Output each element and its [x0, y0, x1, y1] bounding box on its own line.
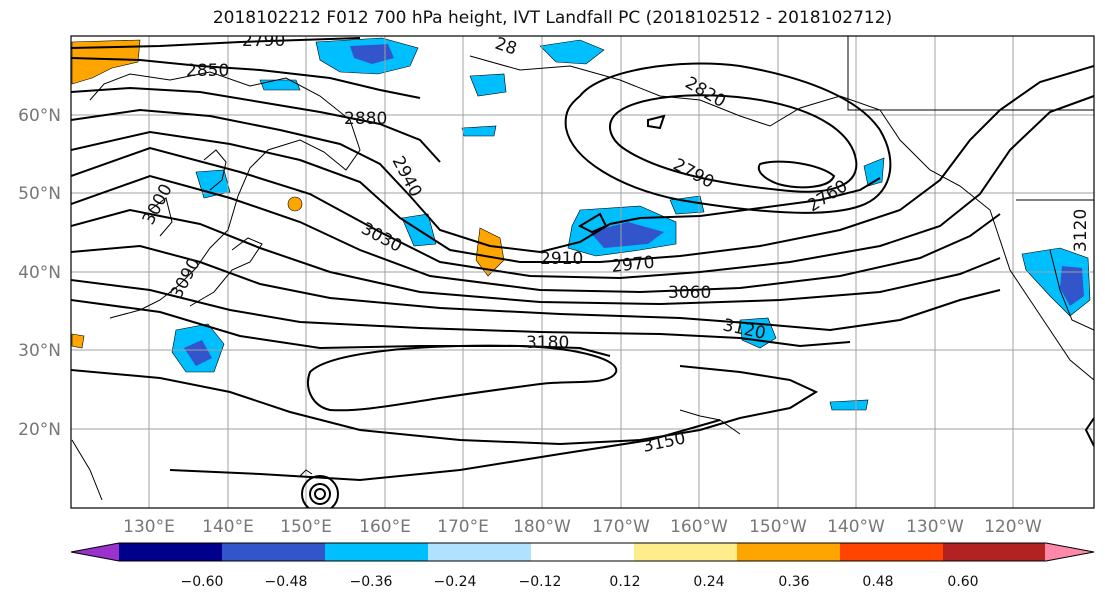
lon-label: 140°W	[827, 517, 885, 537]
contour-label: 3120	[1071, 209, 1091, 252]
shade-negative	[259, 79, 301, 91]
lon-label: 170°E	[437, 517, 489, 537]
colorbar-extend-left	[71, 543, 120, 561]
contour-label: 3060	[668, 283, 711, 303]
colorbar-segment	[737, 543, 841, 561]
contour-line	[609, 94, 858, 193]
contour-line	[71, 299, 611, 357]
lon-label: 130°W	[906, 517, 964, 537]
colorbar-tick-label: −0.48	[265, 574, 308, 590]
colorbar-tick-label: 0.36	[778, 574, 809, 590]
contour-label: 2790	[242, 31, 285, 51]
colorbar-tick-label: −0.24	[434, 574, 477, 590]
contour-line	[577, 212, 608, 234]
coastlines	[71, 36, 1094, 501]
lat-labels: 60°N 50°N 40°N 30°N 20°N	[18, 106, 61, 440]
lon-label: 150°W	[749, 517, 807, 537]
colorbar-segment	[943, 543, 1047, 561]
colorbar-tick-label: −0.12	[519, 574, 562, 590]
contour-line	[307, 344, 618, 412]
contour-line	[309, 483, 331, 505]
lon-label: 140°E	[202, 517, 254, 537]
lon-label: 150°E	[280, 517, 332, 537]
contour-line	[564, 62, 892, 214]
shade-positive	[71, 333, 85, 349]
height-contours	[71, 37, 1094, 508]
contour-label: 2910	[540, 249, 583, 269]
contour-label: 3180	[526, 333, 569, 353]
shade-positive	[71, 39, 141, 85]
contour-line	[71, 57, 421, 99]
contour-label: 28	[492, 34, 519, 60]
lon-label: 180°W	[513, 517, 571, 537]
colorbar-segment	[119, 543, 223, 561]
colorbar-segment	[222, 543, 326, 561]
contour-line	[71, 365, 819, 446]
contour-line	[169, 419, 721, 482]
lat-label: 60°N	[18, 106, 61, 126]
contour-line	[71, 65, 1094, 263]
contour-line	[71, 174, 1001, 294]
colorbar-tick-labels: −0.60 −0.48 −0.36 −0.24 −0.12 0.12 0.24 …	[181, 574, 979, 590]
contour-line	[71, 86, 441, 163]
colorbar-tick-label: −0.60	[181, 574, 224, 590]
shade-negative	[539, 39, 605, 65]
lon-label: 170°W	[592, 517, 650, 537]
contour-label: 2970	[610, 253, 655, 277]
colorbar-tick-label: −0.36	[350, 574, 393, 590]
colorbar-tick-label: 0.12	[609, 574, 640, 590]
lat-label: 20°N	[18, 420, 61, 440]
contour-line	[71, 244, 1001, 332]
contour-line	[647, 114, 666, 130]
colorbar-segment	[634, 543, 738, 561]
contour-label: 2850	[186, 61, 229, 81]
contour-line	[71, 279, 851, 348]
colorbar-segment	[325, 543, 429, 561]
colorbar-tick-label: 0.24	[693, 574, 724, 590]
lon-labels: 130°E 140°E 150°E 160°E 170°E 180°W 170°…	[123, 517, 1042, 537]
contour-line	[757, 160, 836, 189]
contour-line	[1084, 417, 1094, 447]
lat-label: 30°N	[18, 341, 61, 361]
shade-negative	[829, 399, 869, 411]
colorbar-extend-right	[1045, 543, 1094, 561]
shade-negative	[461, 125, 497, 137]
shade-negative-core	[1060, 266, 1084, 306]
colorbar-segment	[531, 543, 635, 561]
contour-line	[71, 37, 361, 49]
contour-line	[71, 208, 1001, 306]
lon-label: 130°E	[123, 517, 175, 537]
contour-line	[71, 108, 881, 254]
shade-negative-core	[184, 340, 212, 366]
shade-positive	[287, 196, 303, 212]
contour-label: 2880	[344, 109, 387, 129]
shade-negative	[469, 73, 507, 97]
contour-line	[314, 488, 326, 500]
colorbar-segment	[428, 543, 532, 561]
contour-line	[301, 475, 339, 508]
shade-negative-core	[350, 44, 394, 64]
map-frame	[70, 35, 1095, 509]
shade-negative-core	[590, 222, 664, 248]
colorbar-tick-label: 0.60	[947, 574, 978, 590]
colorbar-outline	[70, 542, 1095, 562]
lon-label: 160°E	[359, 517, 411, 537]
colorbar	[70, 542, 1095, 562]
lon-label: 120°W	[984, 517, 1042, 537]
lon-label: 160°W	[670, 517, 728, 537]
colorbar-segment	[840, 543, 944, 561]
colorbar-tick-label: 0.48	[862, 574, 893, 590]
lat-label: 40°N	[18, 263, 61, 283]
contour-line	[71, 95, 1094, 280]
lat-label: 50°N	[18, 184, 61, 204]
map-title: 2018102212 F012 700 hPa height, IVT Land…	[212, 8, 893, 28]
